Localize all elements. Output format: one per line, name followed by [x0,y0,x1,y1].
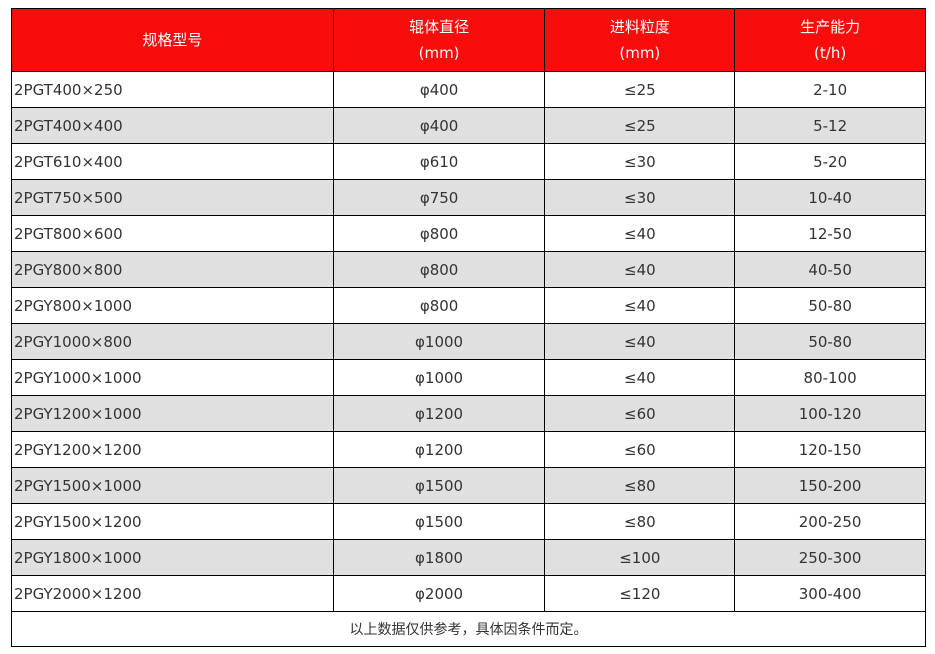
header-model: 规格型号 [11,8,334,72]
table-row: 2PGY2000×1200 φ2000 ≤120 300-400 [11,575,926,612]
cell-feed-size: ≤40 [544,323,736,360]
cell-roll-diameter: φ400 [332,71,546,108]
table-row: 2PGT400×250 φ400 ≤25 2-10 [11,71,926,108]
cell-model: 2PGY1000×1000 [11,359,334,396]
cell-model: 2PGY1200×1200 [11,431,334,468]
table-row: 2PGY1200×1000 φ1200 ≤60 100-120 [11,395,926,432]
cell-feed-size: ≤40 [544,359,736,396]
footer-row: 以上数据仅供参考，具体因条件而定。 [11,611,926,647]
cell-capacity: 12-50 [734,215,926,252]
cell-model: 2PGY800×1000 [11,287,334,324]
cell-capacity: 300-400 [734,575,926,612]
cell-capacity: 10-40 [734,179,926,216]
table-row: 2PGY1000×800 φ1000 ≤40 50-80 [11,323,926,360]
cell-feed-size: ≤25 [544,71,736,108]
footer-note: 以上数据仅供参考，具体因条件而定。 [11,611,926,647]
cell-feed-size: ≤120 [544,575,736,612]
table-row: 2PGY1800×1000 φ1800 ≤100 250-300 [11,539,926,576]
cell-capacity: 2-10 [734,71,926,108]
cell-roll-diameter: φ800 [332,287,546,324]
cell-capacity: 150-200 [734,467,926,504]
cell-model: 2PGT750×500 [11,179,334,216]
cell-feed-size: ≤80 [544,503,736,540]
cell-capacity: 5-20 [734,143,926,180]
cell-feed-size: ≤80 [544,467,736,504]
table-row: 2PGT610×400 φ610 ≤30 5-20 [11,143,926,180]
cell-feed-size: ≤40 [544,215,736,252]
table-row: 2PGT750×500 φ750 ≤30 10-40 [11,179,926,216]
header-row: 规格型号 辊体直径 (mm) 进料粒度 (mm) 生产能力 (t/h) [11,8,926,72]
cell-model: 2PGT610×400 [11,143,334,180]
cell-roll-diameter: φ1200 [332,395,546,432]
cell-capacity: 120-150 [734,431,926,468]
cell-roll-diameter: φ610 [332,143,546,180]
cell-model: 2PGT400×250 [11,71,334,108]
cell-roll-diameter: φ1500 [332,503,546,540]
cell-capacity: 100-120 [734,395,926,432]
spec-table: 规格型号 辊体直径 (mm) 进料粒度 (mm) 生产能力 (t/h) 2PGT400… [11,8,926,647]
cell-roll-diameter: φ800 [332,215,546,252]
table-row: 2PGT400×400 φ400 ≤25 5-12 [11,107,926,144]
cell-roll-diameter: φ1000 [332,359,546,396]
cell-model: 2PGY800×800 [11,251,334,288]
cell-model: 2PGY1200×1000 [11,395,334,432]
cell-model: 2PGY1500×1200 [11,503,334,540]
cell-roll-diameter: φ2000 [332,575,546,612]
cell-feed-size: ≤60 [544,431,736,468]
cell-capacity: 80-100 [734,359,926,396]
cell-roll-diameter: φ1500 [332,467,546,504]
cell-roll-diameter: φ1000 [332,323,546,360]
table-row: 2PGY1200×1200 φ1200 ≤60 120-150 [11,431,926,468]
cell-feed-size: ≤25 [544,107,736,144]
cell-roll-diameter: φ400 [332,107,546,144]
cell-model: 2PGY2000×1200 [11,575,334,612]
table-row: 2PGY1500×1000 φ1500 ≤80 150-200 [11,467,926,504]
cell-feed-size: ≤30 [544,179,736,216]
cell-capacity: 50-80 [734,323,926,360]
cell-capacity: 200-250 [734,503,926,540]
cell-model: 2PGY1000×800 [11,323,334,360]
cell-feed-size: ≤30 [544,143,736,180]
cell-capacity: 50-80 [734,287,926,324]
cell-model: 2PGT800×600 [11,215,334,252]
header-feed-size: 进料粒度 (mm) [544,8,736,72]
cell-capacity: 40-50 [734,251,926,288]
table-row: 2PGY1500×1200 φ1500 ≤80 200-250 [11,503,926,540]
cell-capacity: 5-12 [734,107,926,144]
cell-roll-diameter: φ750 [332,179,546,216]
cell-roll-diameter: φ1200 [332,431,546,468]
cell-feed-size: ≤40 [544,287,736,324]
header-roll-diameter: 辊体直径 (mm) [332,8,546,72]
cell-model: 2PGY1800×1000 [11,539,334,576]
cell-roll-diameter: φ800 [332,251,546,288]
cell-feed-size: ≤40 [544,251,736,288]
cell-model: 2PGY1500×1000 [11,467,334,504]
cell-model: 2PGT400×400 [11,107,334,144]
table-row: 2PGT800×600 φ800 ≤40 12-50 [11,215,926,252]
table-row: 2PGY800×1000 φ800 ≤40 50-80 [11,287,926,324]
cell-roll-diameter: φ1800 [332,539,546,576]
cell-capacity: 250-300 [734,539,926,576]
header-capacity: 生产能力 (t/h) [734,8,926,72]
cell-feed-size: ≤100 [544,539,736,576]
cell-feed-size: ≤60 [544,395,736,432]
table-row: 2PGY800×800 φ800 ≤40 40-50 [11,251,926,288]
table-row: 2PGY1000×1000 φ1000 ≤40 80-100 [11,359,926,396]
